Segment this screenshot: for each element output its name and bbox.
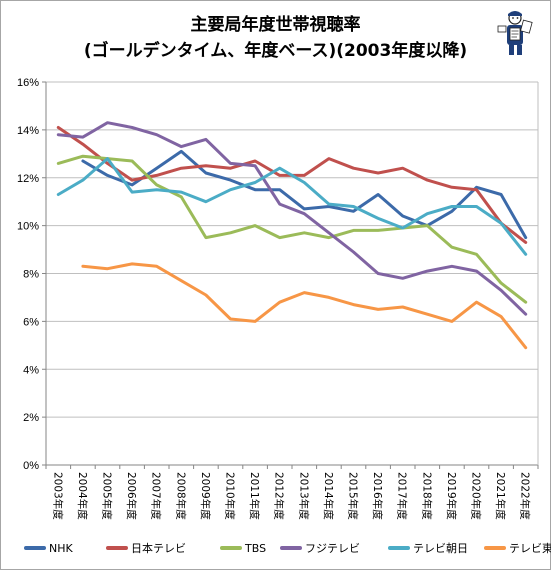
legend-item: TBS bbox=[220, 539, 266, 557]
legend-item: フジテレビ bbox=[280, 539, 360, 557]
y-tick-label: 8% bbox=[23, 269, 39, 281]
y-tick-label: 0% bbox=[23, 460, 39, 472]
x-tick-label: 2006年度 bbox=[125, 472, 138, 520]
x-tick-label: 2009年度 bbox=[199, 472, 212, 520]
x-tick-label: 2007年度 bbox=[150, 472, 163, 520]
y-tick-label: 4% bbox=[23, 364, 39, 376]
x-tick-label: 2022年度 bbox=[519, 472, 532, 520]
legend-label: TBS bbox=[245, 541, 267, 555]
legend-swatch bbox=[280, 546, 302, 550]
chart-title-line2: (ゴールデンタイム、年度ベース)(2003年度以降) bbox=[83, 41, 468, 61]
series-line-4 bbox=[56, 157, 528, 256]
series-line-3 bbox=[56, 121, 528, 316]
legend-swatch bbox=[24, 546, 46, 550]
series-line-2 bbox=[56, 154, 528, 304]
legend-item: テレビ朝日 bbox=[388, 539, 468, 557]
x-tick-label: 2012年度 bbox=[273, 472, 286, 520]
y-tick-label: 12% bbox=[17, 173, 39, 185]
legend-swatch bbox=[388, 546, 410, 550]
series-line-0 bbox=[81, 149, 528, 240]
legend-swatch bbox=[220, 546, 242, 550]
x-tick-label: 2018年度 bbox=[420, 472, 433, 520]
legend-swatch bbox=[484, 546, 506, 550]
chart-title: 主要局年度世帯視聴率 (ゴールデンタイム、年度ベース)(2003年度以降) bbox=[0, 12, 551, 64]
x-tick-label: 2020年度 bbox=[470, 472, 483, 520]
legend-item: 日本テレビ bbox=[106, 539, 186, 557]
x-tick-label: 2004年度 bbox=[76, 472, 89, 520]
legend-label: フジテレビ bbox=[305, 542, 360, 555]
legend-label: テレビ朝日 bbox=[413, 542, 468, 555]
x-tick-label: 2011年度 bbox=[248, 472, 261, 520]
x-tick-label: 2016年度 bbox=[371, 472, 384, 520]
legend-label: テレビ東京 bbox=[509, 542, 551, 555]
series-line-5 bbox=[81, 262, 528, 350]
x-tick-label: 2017年度 bbox=[396, 472, 409, 520]
reporter-mascot-icon bbox=[497, 11, 533, 55]
x-tick-label: 2019年度 bbox=[445, 472, 458, 520]
x-tick-label: 2015年度 bbox=[347, 472, 360, 520]
y-tick-label: 16% bbox=[17, 77, 39, 89]
y-tick-label: 14% bbox=[17, 125, 39, 137]
x-tick-label: 2010年度 bbox=[224, 472, 237, 520]
y-tick-label: 10% bbox=[17, 221, 39, 233]
x-tick-label: 2003年度 bbox=[51, 472, 64, 520]
x-tick-label: 2008年度 bbox=[174, 472, 187, 520]
x-tick-label: 2021年度 bbox=[494, 472, 507, 520]
chart-title-line1: 主要局年度世帯視聴率 bbox=[190, 15, 361, 35]
chart-legend: NHK 日本テレビ TBS フジテレビ テレビ朝日 テレビ東京 bbox=[24, 539, 551, 559]
legend-item: NHK bbox=[24, 539, 73, 557]
y-tick-label: 6% bbox=[23, 316, 39, 328]
legend-swatch bbox=[106, 546, 128, 550]
legend-label: NHK bbox=[49, 541, 73, 555]
x-tick-label: 2014年度 bbox=[322, 472, 335, 520]
y-tick-label: 2% bbox=[23, 412, 39, 424]
x-tick-label: 2005年度 bbox=[101, 472, 114, 520]
legend-label: 日本テレビ bbox=[131, 542, 186, 555]
legend-item: テレビ東京 bbox=[484, 539, 551, 557]
x-tick-label: 2013年度 bbox=[297, 472, 310, 520]
